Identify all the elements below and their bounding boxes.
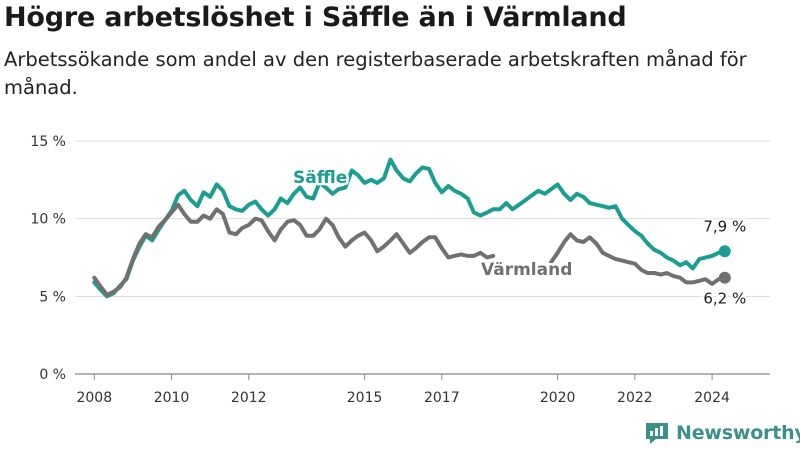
- x-tick-label: 2022: [617, 390, 653, 406]
- brand-name: Newsworthy: [676, 422, 800, 444]
- label-layer: Säffle Värmland 7,9 % 6,2 %: [291, 166, 749, 310]
- end-value-label: 6,2 %: [703, 290, 746, 308]
- y-tick-label: 0 %: [39, 367, 66, 383]
- y-tick-label: 10 %: [30, 212, 66, 228]
- x-tick-label: 2008: [76, 390, 112, 406]
- grid-layer: [75, 140, 770, 375]
- end-point-saffle: [718, 245, 731, 258]
- end-value-label: 7,9 %: [703, 217, 746, 235]
- chart-title: Högre arbetslöshet i Säffle än i Värmlan…: [4, 2, 627, 33]
- x-tick-label: 2020: [540, 390, 576, 406]
- x-tick-label: 2010: [154, 390, 190, 406]
- series-line-saffle: [92, 157, 727, 299]
- series-name-label: Värmland: [481, 260, 572, 280]
- x-tick-label: 2024: [694, 390, 730, 406]
- brand-logo: Newsworthy: [644, 420, 800, 446]
- series-layer: [92, 157, 731, 299]
- x-tick-label: 2015: [347, 390, 383, 406]
- series-line-varmland: [92, 202, 727, 297]
- chart-subtitle: Arbetssökande som andel av den registerb…: [4, 48, 747, 99]
- y-tick-label: 5 %: [39, 289, 66, 305]
- x-tick-label: 2017: [424, 390, 460, 406]
- y-tick-label: 15 %: [30, 134, 66, 150]
- x-tick-label: 2012: [231, 390, 267, 406]
- axis-layer: 0 % 5 % 10 % 15 % 2008 2010 2012 2015 2017 2020 20…: [30, 134, 730, 406]
- end-point-varmland: [718, 271, 731, 284]
- bar-chart-logo-icon: [646, 423, 668, 444]
- series-name-label: Säffle: [293, 168, 347, 188]
